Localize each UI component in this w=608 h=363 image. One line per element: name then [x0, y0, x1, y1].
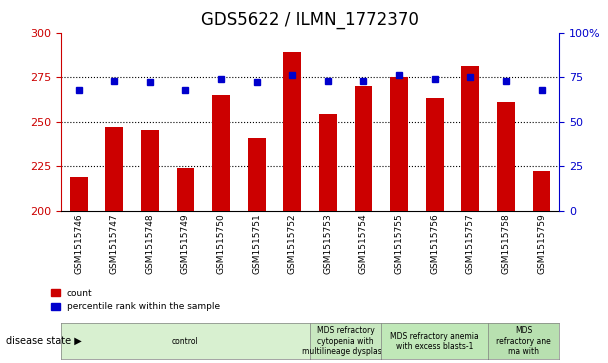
Bar — [497, 102, 515, 211]
Bar — [248, 138, 266, 211]
Bar — [141, 131, 159, 211]
Bar — [533, 171, 550, 211]
Title: GDS5622 / ILMN_1772370: GDS5622 / ILMN_1772370 — [201, 11, 419, 29]
Bar — [319, 114, 337, 211]
Legend: count, percentile rank within the sample: count, percentile rank within the sample — [47, 285, 224, 315]
Bar — [354, 86, 372, 211]
Text: MDS refractory
cytopenia with
multilineage dysplasia: MDS refractory cytopenia with multilinea… — [302, 326, 389, 356]
Bar — [176, 168, 195, 211]
Bar — [212, 95, 230, 211]
Text: MDS
refractory ane
ma with: MDS refractory ane ma with — [496, 326, 551, 356]
Bar — [283, 52, 301, 211]
Bar — [426, 98, 444, 211]
Bar — [390, 77, 408, 211]
Text: MDS refractory anemia
with excess blasts-1: MDS refractory anemia with excess blasts… — [390, 331, 479, 351]
Text: control: control — [172, 337, 199, 346]
Bar — [105, 127, 123, 211]
Bar — [461, 66, 479, 211]
Text: disease state ▶: disease state ▶ — [6, 336, 82, 346]
Bar — [70, 177, 88, 211]
